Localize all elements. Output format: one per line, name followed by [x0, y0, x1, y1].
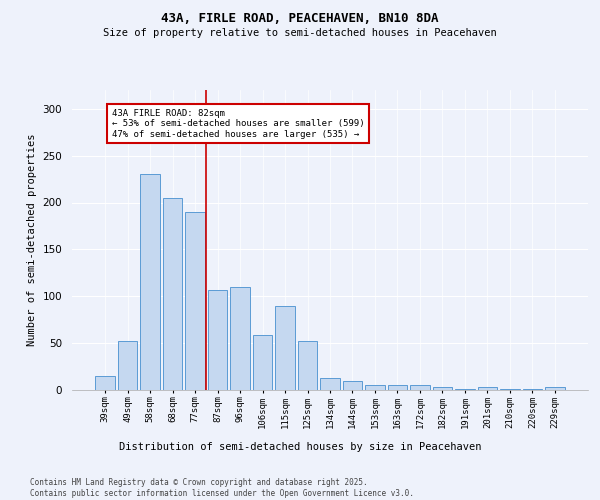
Text: Contains HM Land Registry data © Crown copyright and database right 2025.
Contai: Contains HM Land Registry data © Crown c…	[30, 478, 414, 498]
Bar	[320, 378, 340, 390]
Bar	[208, 290, 227, 390]
Bar	[140, 174, 160, 390]
Bar	[230, 287, 250, 390]
Bar	[545, 387, 565, 390]
Bar	[185, 212, 205, 390]
Text: 43A, FIRLE ROAD, PEACEHAVEN, BN10 8DA: 43A, FIRLE ROAD, PEACEHAVEN, BN10 8DA	[161, 12, 439, 26]
Bar	[253, 334, 272, 390]
Bar	[410, 386, 430, 390]
Bar	[365, 386, 385, 390]
Bar	[118, 341, 137, 390]
Bar	[298, 341, 317, 390]
Text: Distribution of semi-detached houses by size in Peacehaven: Distribution of semi-detached houses by …	[119, 442, 481, 452]
Y-axis label: Number of semi-detached properties: Number of semi-detached properties	[27, 134, 37, 346]
Bar	[478, 387, 497, 390]
Bar	[95, 376, 115, 390]
Bar	[275, 306, 295, 390]
Bar	[433, 387, 452, 390]
Bar	[455, 389, 475, 390]
Bar	[163, 198, 182, 390]
Bar	[523, 389, 542, 390]
Bar	[388, 386, 407, 390]
Text: 43A FIRLE ROAD: 82sqm
← 53% of semi-detached houses are smaller (599)
47% of sem: 43A FIRLE ROAD: 82sqm ← 53% of semi-deta…	[112, 109, 364, 138]
Bar	[500, 389, 520, 390]
Bar	[343, 380, 362, 390]
Text: Size of property relative to semi-detached houses in Peacehaven: Size of property relative to semi-detach…	[103, 28, 497, 38]
